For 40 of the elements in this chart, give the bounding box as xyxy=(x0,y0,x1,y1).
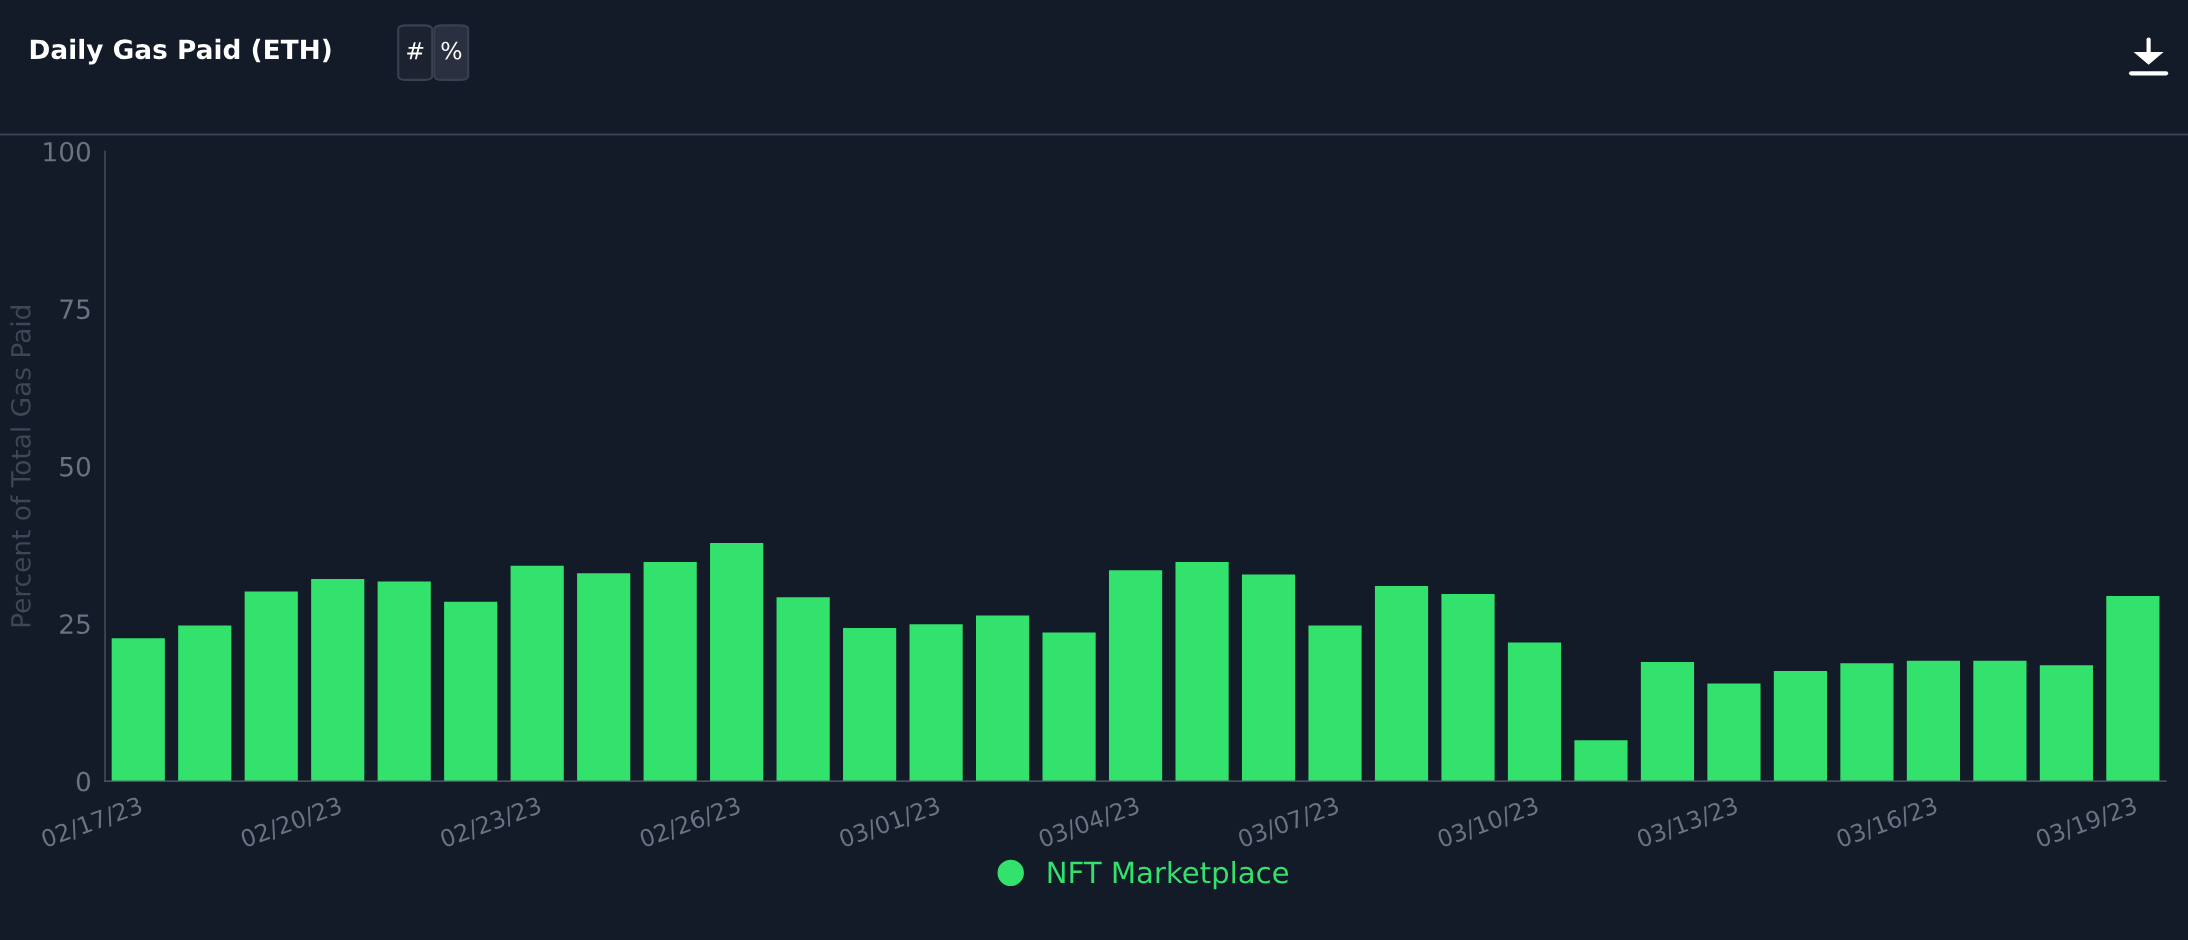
bar xyxy=(1042,632,1096,782)
y-tick-label: 0 xyxy=(76,771,91,792)
bar xyxy=(1175,561,1229,782)
bar xyxy=(1374,585,1429,782)
bar xyxy=(1574,740,1628,782)
bar xyxy=(111,638,165,782)
bar xyxy=(1108,570,1163,782)
bar xyxy=(643,561,697,782)
bar xyxy=(510,565,564,782)
bar xyxy=(377,581,431,782)
bar xyxy=(1707,683,1761,782)
bar xyxy=(710,543,764,782)
bar xyxy=(1906,660,1961,782)
legend-label: NFT Marketplace xyxy=(1048,860,1289,890)
bar xyxy=(1973,660,2027,782)
bar xyxy=(1308,625,1362,782)
y-tick-label: 25 xyxy=(60,614,90,635)
bar xyxy=(1507,642,1562,782)
bar xyxy=(1441,594,1495,782)
text: % xyxy=(441,41,462,60)
bar xyxy=(178,625,232,782)
bar xyxy=(1640,662,1695,782)
bar xyxy=(2106,595,2160,782)
text: # xyxy=(407,42,424,60)
bar xyxy=(1773,670,1828,782)
bar xyxy=(444,601,498,782)
bar xyxy=(776,597,830,782)
bar xyxy=(1840,663,1894,782)
bar xyxy=(311,578,365,782)
y-tick-label: 100 xyxy=(44,141,91,162)
y-tick-label: 75 xyxy=(60,299,90,320)
bar xyxy=(843,628,897,782)
bar xyxy=(2039,665,2093,782)
bar xyxy=(1241,574,1296,782)
bar xyxy=(244,591,298,782)
chart-title: Daily Gas Paid (ETH) xyxy=(30,38,331,65)
y-tick-label: 50 xyxy=(60,456,91,477)
bar xyxy=(976,615,1030,782)
bar xyxy=(909,624,963,782)
bar xyxy=(577,573,631,782)
